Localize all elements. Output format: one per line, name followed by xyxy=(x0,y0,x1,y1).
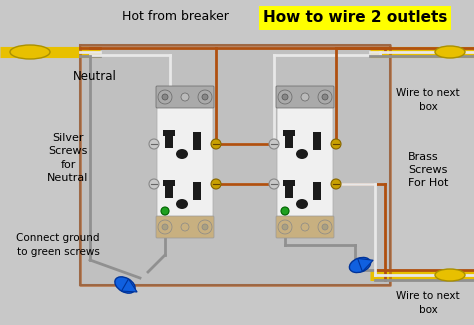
Bar xyxy=(165,180,173,198)
Bar xyxy=(283,130,295,136)
Circle shape xyxy=(161,207,169,215)
Ellipse shape xyxy=(115,277,135,293)
Ellipse shape xyxy=(176,149,188,159)
Circle shape xyxy=(331,139,341,149)
FancyBboxPatch shape xyxy=(156,216,214,238)
Text: How to wire 2 outlets: How to wire 2 outlets xyxy=(263,10,447,25)
Bar xyxy=(163,130,175,136)
Bar xyxy=(313,132,321,150)
Ellipse shape xyxy=(435,46,465,58)
FancyBboxPatch shape xyxy=(276,86,334,108)
Circle shape xyxy=(322,224,328,230)
Circle shape xyxy=(278,90,292,104)
Circle shape xyxy=(158,220,172,234)
Circle shape xyxy=(301,93,309,101)
Ellipse shape xyxy=(176,199,188,209)
Circle shape xyxy=(281,207,289,215)
Circle shape xyxy=(181,223,189,231)
Circle shape xyxy=(211,179,221,189)
FancyBboxPatch shape xyxy=(157,105,213,219)
Bar xyxy=(193,182,201,200)
Bar xyxy=(278,106,332,218)
Circle shape xyxy=(162,224,168,230)
Circle shape xyxy=(149,179,159,189)
Bar xyxy=(285,130,293,148)
Text: Wire to next
box: Wire to next box xyxy=(396,292,460,315)
Circle shape xyxy=(282,94,288,100)
Circle shape xyxy=(278,220,292,234)
Text: Hot from breaker: Hot from breaker xyxy=(121,9,228,22)
FancyBboxPatch shape xyxy=(277,105,333,219)
Circle shape xyxy=(331,179,341,189)
Bar xyxy=(285,180,293,198)
Circle shape xyxy=(269,179,279,189)
Circle shape xyxy=(282,224,288,230)
Ellipse shape xyxy=(435,269,465,281)
Ellipse shape xyxy=(349,257,371,273)
Polygon shape xyxy=(357,258,373,272)
Bar xyxy=(158,106,212,218)
Ellipse shape xyxy=(10,45,50,59)
Circle shape xyxy=(318,90,332,104)
FancyBboxPatch shape xyxy=(156,86,214,108)
Bar xyxy=(80,45,390,285)
Bar xyxy=(163,180,175,186)
Circle shape xyxy=(162,94,168,100)
Circle shape xyxy=(198,220,212,234)
Circle shape xyxy=(269,139,279,149)
FancyBboxPatch shape xyxy=(276,216,334,238)
Circle shape xyxy=(149,139,159,149)
Circle shape xyxy=(181,93,189,101)
Circle shape xyxy=(202,224,208,230)
Text: Silver
Screws
for
Neutral: Silver Screws for Neutral xyxy=(47,133,89,183)
Ellipse shape xyxy=(296,149,308,159)
Circle shape xyxy=(198,90,212,104)
Circle shape xyxy=(211,139,221,149)
Circle shape xyxy=(158,90,172,104)
Circle shape xyxy=(202,94,208,100)
Circle shape xyxy=(322,94,328,100)
Text: Connect ground
to green screws: Connect ground to green screws xyxy=(16,233,100,257)
Text: Wire to next
box: Wire to next box xyxy=(396,88,460,111)
Bar xyxy=(193,132,201,150)
Ellipse shape xyxy=(296,199,308,209)
Bar xyxy=(165,130,173,148)
Text: Brass
Screws
For Hot: Brass Screws For Hot xyxy=(408,152,448,188)
Bar xyxy=(283,180,295,186)
Circle shape xyxy=(318,220,332,234)
Text: Neutral: Neutral xyxy=(73,71,117,84)
Circle shape xyxy=(301,223,309,231)
Bar xyxy=(313,182,321,200)
Polygon shape xyxy=(121,279,137,292)
